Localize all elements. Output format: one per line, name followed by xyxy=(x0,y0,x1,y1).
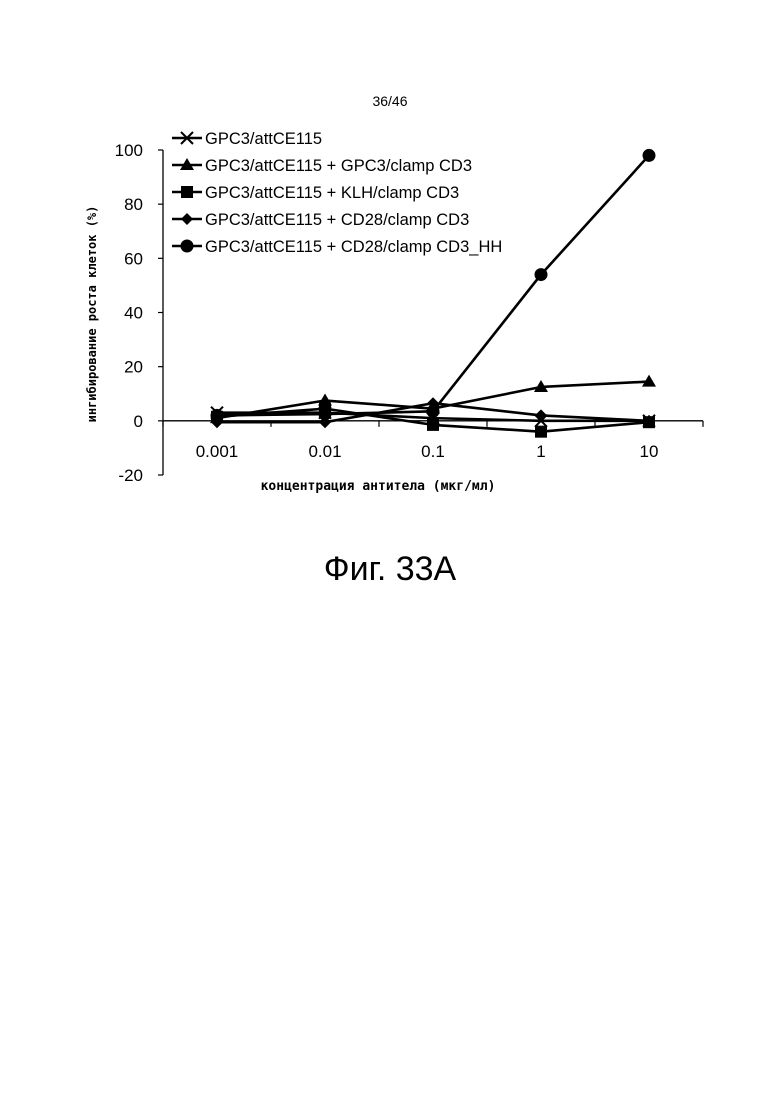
legend-marker xyxy=(181,213,193,225)
legend-label: GPC3/attCE115 + KLH/clamp CD3 xyxy=(205,184,459,202)
y-tick-label: 20 xyxy=(124,358,143,377)
legend-marker xyxy=(181,186,193,198)
x-tick-label: 0.001 xyxy=(196,442,239,461)
legend-label: GPC3/attCE115 xyxy=(205,130,322,148)
data-point-series-5 xyxy=(643,149,656,162)
y-axis-label: ингибирование роста клеток (%) xyxy=(85,206,99,423)
legend-item: GPC3/attCE115 + KLH/clamp CD3 xyxy=(172,184,459,202)
y-tick-label: 80 xyxy=(124,195,143,214)
y-tick-label: 40 xyxy=(124,304,143,323)
x-tick-label: 0.01 xyxy=(308,442,341,461)
data-point-series-3 xyxy=(535,426,547,438)
legend-label: GPC3/attCE115 + CD28/clamp CD3_HH xyxy=(205,238,502,256)
data-point-series-5 xyxy=(535,268,548,281)
x-axis-label: концентрация антитела (мкг/мл) xyxy=(261,479,496,494)
y-tick-label: 60 xyxy=(124,249,143,268)
legend-item: GPC3/attCE115 + CD28/clamp CD3 xyxy=(172,211,469,229)
legend-marker xyxy=(181,240,194,253)
chart-legend: GPC3/attCE115 GPC3/attCE115 + GPC3/clamp … xyxy=(172,130,502,256)
legend-label: GPC3/attCE115 + GPC3/clamp CD3 xyxy=(205,157,472,175)
data-point-series-5 xyxy=(427,405,440,418)
legend-item: GPC3/attCE115 + CD28/clamp CD3_HH xyxy=(172,238,502,256)
legend-item: GPC3/attCE115 xyxy=(172,130,322,148)
y-tick-label: -20 xyxy=(118,466,143,485)
figure-caption: Фиг. 33A xyxy=(0,550,780,589)
inhibition-line-chart: -20 0 20 40 60 80 100 0.001 0.01 0.1 1 10 GPC3/attC… xyxy=(0,0,780,530)
legend-label: GPC3/attCE115 + CD28/clamp CD3 xyxy=(205,211,469,229)
y-tick-label: 100 xyxy=(115,141,143,160)
data-point-series-5 xyxy=(211,409,224,422)
data-point-series-5 xyxy=(319,408,332,421)
y-tick-label: 0 xyxy=(134,412,143,431)
x-tick-label: 10 xyxy=(640,442,659,461)
x-tick-label: 1 xyxy=(536,442,545,461)
data-point-series-3 xyxy=(427,419,439,431)
legend-item: GPC3/attCE115 + GPC3/clamp CD3 xyxy=(172,157,472,175)
x-tick-label: 0.1 xyxy=(421,442,445,461)
